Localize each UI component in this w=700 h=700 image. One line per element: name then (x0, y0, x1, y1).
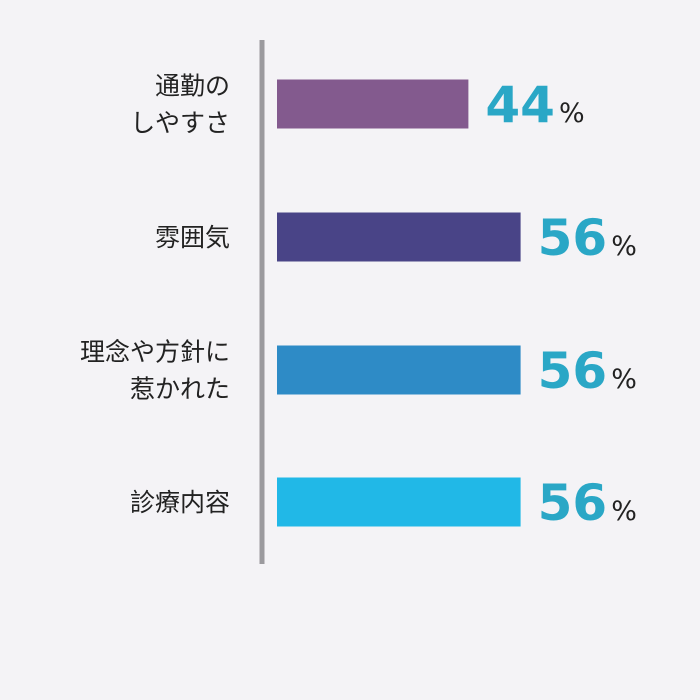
category-label-line: 雰囲気 (155, 223, 230, 252)
bar (277, 79, 469, 129)
data-label: 56% (538, 342, 637, 400)
category-label: 診療内容 (130, 488, 230, 517)
bar (277, 477, 521, 527)
category-label-line: 惹かれた (130, 375, 230, 404)
data-label-unit: % (611, 364, 637, 395)
category-label: 雰囲気 (155, 223, 230, 252)
category-label-line: 通勤の (155, 72, 230, 101)
category-label: 通勤のしやすさ (130, 72, 230, 138)
data-label: 44% (485, 76, 584, 134)
data-label-unit: % (559, 98, 585, 129)
data-label: 56% (538, 474, 637, 532)
data-label-value: 56 (538, 342, 608, 400)
data-label-value: 56 (538, 209, 608, 267)
bar (277, 212, 521, 262)
category-label-line: 診療内容 (130, 488, 230, 517)
data-label-unit: % (611, 231, 637, 262)
category-label-line: しやすさ (130, 109, 230, 138)
data-label-value: 44 (485, 76, 555, 134)
data-label: 56% (538, 209, 637, 267)
category-label-line: 理念や方針に (80, 338, 230, 367)
category-label: 理念や方針に惹かれた (80, 338, 230, 404)
data-label-unit: % (611, 496, 637, 527)
data-label-value: 56 (538, 474, 608, 532)
bar (277, 345, 521, 395)
